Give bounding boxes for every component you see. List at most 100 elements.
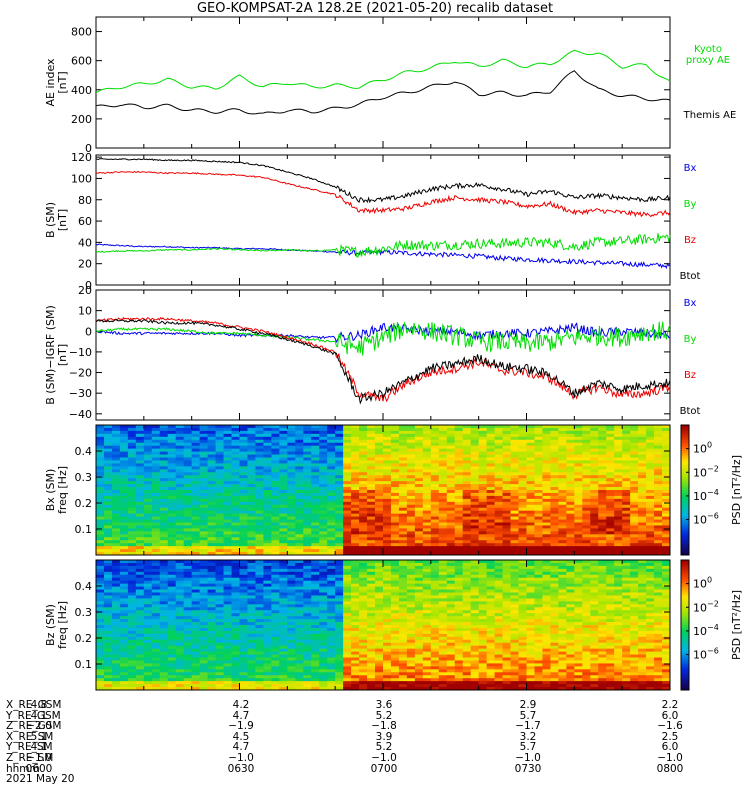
heatmap-cell — [127, 598, 137, 602]
heatmap-cell — [598, 442, 607, 447]
heatmap-cell — [638, 498, 647, 503]
heatmap-cell — [295, 613, 304, 617]
heatmap-cell — [303, 666, 312, 670]
heatmap-cell — [255, 684, 264, 688]
heatmap-cell — [414, 481, 424, 485]
heatmap-cell — [239, 546, 248, 550]
heatmap-cell — [263, 454, 272, 458]
heatmap-cell — [103, 481, 113, 485]
heatmap-cell — [255, 531, 264, 535]
heatmap-cell — [279, 616, 288, 620]
heatmap-cell — [638, 525, 647, 529]
heatmap-cell — [566, 522, 575, 526]
heatmap-cell — [638, 519, 647, 523]
heatmap-cell — [438, 451, 448, 455]
heatmap-cell — [175, 645, 185, 650]
heatmap-cell — [127, 669, 137, 673]
heatmap-cell — [406, 498, 416, 503]
heatmap-cell — [223, 627, 232, 632]
heatmap-cell — [159, 642, 169, 647]
heatmap-cell — [303, 498, 312, 503]
heatmap-cell — [319, 481, 328, 485]
heatmap-cell — [151, 501, 161, 506]
heatmap-cell — [183, 504, 193, 509]
heatmap-cell — [287, 601, 296, 605]
heatmap-cell — [359, 430, 368, 435]
heatmap-cell — [335, 475, 344, 479]
heatmap-cell — [255, 666, 264, 670]
heatmap-cell — [96, 487, 105, 491]
heatmap-cell — [143, 630, 153, 635]
heatmap-cell — [159, 492, 169, 497]
heatmap-cell — [311, 487, 320, 491]
heatmap-cell — [207, 639, 216, 644]
heatmap-cell — [167, 639, 177, 644]
heatmap-cell — [406, 513, 416, 517]
heatmap-cell — [167, 666, 177, 670]
heatmap-cell — [271, 610, 280, 614]
heatmap-cell — [103, 607, 113, 611]
heatmap-cell — [351, 492, 360, 497]
heatmap-cell — [494, 537, 503, 541]
heatmap-cell — [406, 430, 416, 435]
heatmap-cell — [303, 445, 312, 450]
heatmap-cell — [438, 552, 448, 556]
heatmap-cell — [175, 498, 185, 503]
heatmap-cell — [183, 433, 193, 438]
heatmap-cell — [502, 484, 511, 488]
heatmap-cell — [343, 651, 352, 655]
heatmap-cell — [494, 457, 503, 461]
heatmap-cell — [558, 492, 567, 497]
heatmap-cell — [510, 516, 519, 520]
heatmap-cell — [119, 604, 129, 608]
heatmap-cell — [566, 442, 575, 447]
heatmap-cell — [231, 630, 240, 635]
heatmap-cell — [542, 487, 551, 491]
heatmap-cell — [231, 669, 240, 673]
heatmap-cell — [462, 472, 472, 476]
heatmap-cell — [550, 534, 559, 538]
heatmap-cell — [335, 472, 344, 476]
heatmap-cell — [103, 466, 113, 470]
heatmap-cell — [327, 574, 336, 579]
heatmap-cell — [223, 657, 232, 661]
heatmap-cell — [351, 469, 360, 473]
heatmap-cell — [359, 651, 368, 655]
heatmap-cell — [654, 481, 663, 485]
heatmap-cell — [96, 534, 105, 538]
heatmap-cell — [279, 433, 288, 438]
heatmap-cell — [319, 448, 328, 452]
heatmap-cell — [598, 448, 607, 452]
heatmap-cell — [183, 589, 193, 593]
heatmap-cell — [590, 442, 599, 447]
heatmap-cell — [654, 457, 663, 461]
heatmap-cell — [654, 469, 663, 473]
heatmap-cell — [151, 463, 161, 467]
heatmap-cell — [199, 654, 209, 658]
heatmap-cell — [207, 436, 216, 441]
heatmap-cell — [558, 537, 567, 541]
heatmap-cell — [103, 568, 113, 573]
heatmap-cell — [287, 537, 296, 541]
heatmap-cell — [207, 583, 216, 587]
heatmap-cell — [335, 589, 344, 593]
heatmap-cell — [558, 531, 567, 535]
heatmap-cell — [191, 433, 201, 438]
heatmap-cell — [327, 607, 336, 611]
heatmap-cell — [311, 565, 320, 570]
heatmap-cell — [422, 540, 432, 544]
heatmap-cell — [103, 678, 113, 682]
heatmap-cell — [311, 433, 320, 438]
heatmap-cell — [630, 495, 639, 500]
series-line-btot — [95, 319, 671, 405]
heatmap-cell — [303, 684, 312, 688]
heatmap-cell — [111, 439, 121, 444]
heatmap-cell — [327, 604, 336, 608]
heatmap-cell — [446, 472, 456, 476]
heatmap-cell — [430, 436, 440, 441]
heatmap-cell — [550, 430, 559, 435]
heatmap-cell — [398, 463, 408, 467]
heatmap-cell — [430, 537, 440, 541]
heatmap-cell — [263, 433, 272, 438]
heatmap-cell — [103, 574, 113, 579]
